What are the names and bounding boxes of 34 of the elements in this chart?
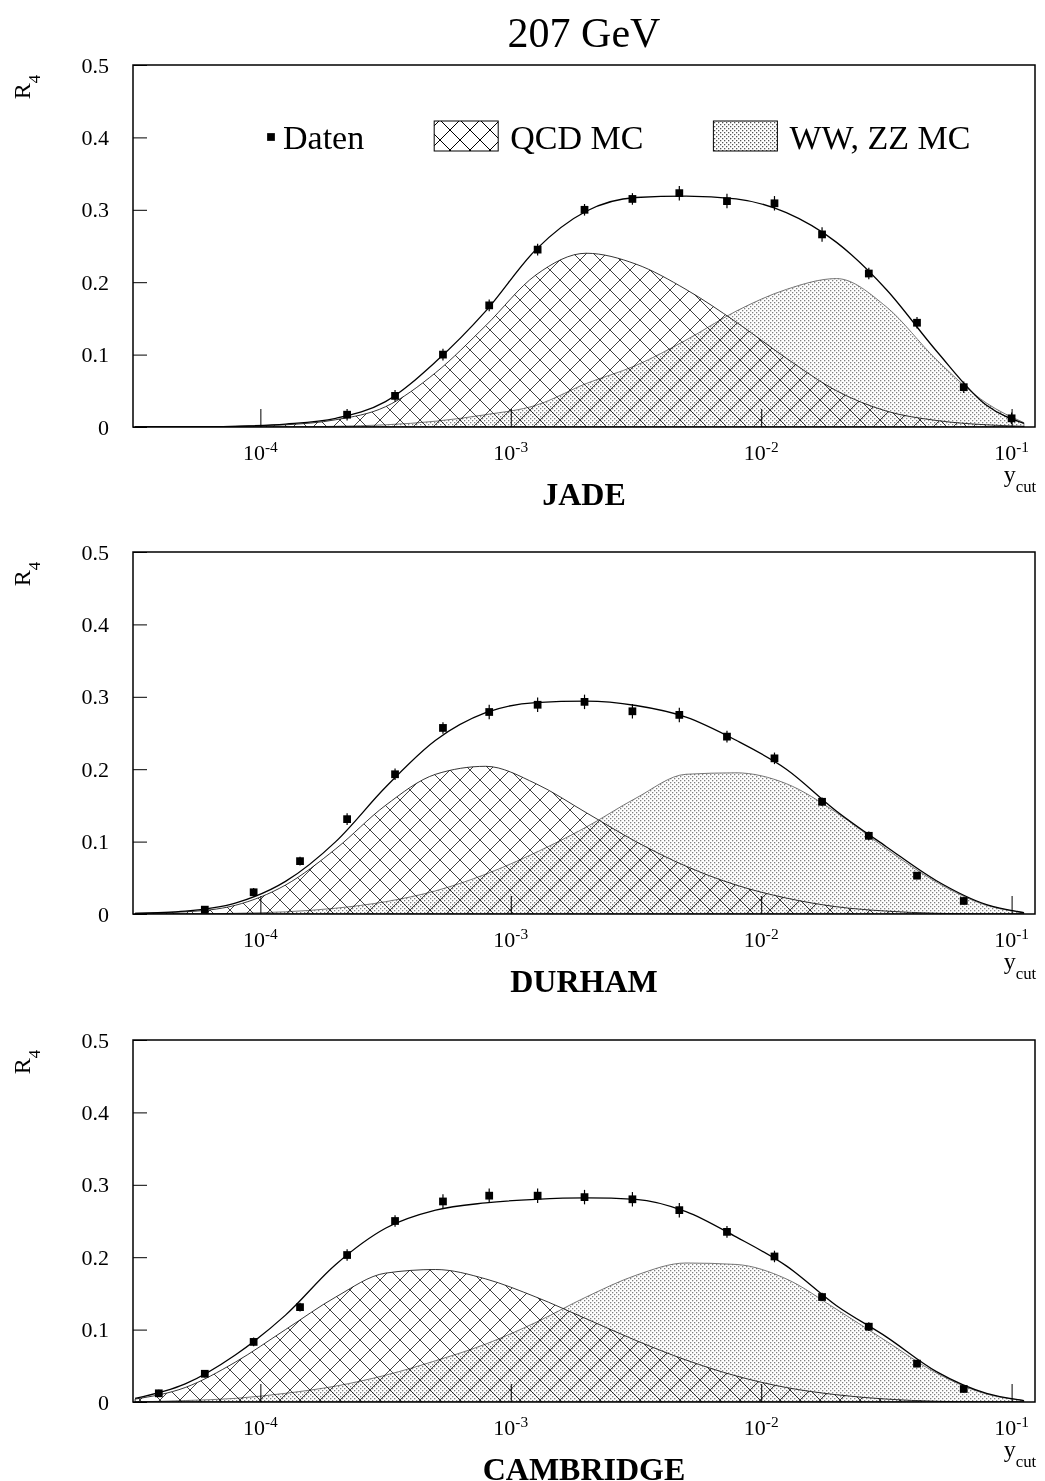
y-tick-label: 0 (98, 901, 109, 927)
y-tick-label: 0.3 (81, 1172, 109, 1198)
x-tick-label: 10$^{-3}$ (493, 437, 529, 465)
x-tick-label: 10$^{-2}$ (743, 1412, 779, 1440)
text: DURHAM (510, 963, 658, 999)
x-tick-label: 10$^{-4}$ (242, 924, 279, 952)
y-tick-label: 0.5 (81, 1027, 109, 1053)
x-tick-label: 10$^{-3}$ (493, 924, 529, 952)
x-tick-label: 10$^{-2}$ (743, 437, 779, 465)
legend-label: WW, ZZ MC (789, 119, 971, 156)
x-tick-label: 10$^{-4}$ (242, 437, 279, 465)
text: JADE (542, 476, 626, 512)
x-tick-label: 10$^{-4}$ (242, 1412, 279, 1440)
x-tick-label: 10$^{-3}$ (493, 1412, 529, 1440)
y-tick-label: 0.1 (81, 829, 109, 855)
legend-label: QCD MC (510, 119, 644, 156)
y-tick-label: 0.1 (81, 1317, 109, 1343)
y-tick-label: 0.3 (81, 684, 109, 710)
y-tick-label: 0.1 (81, 342, 109, 368)
y-tick-label: 0.2 (81, 1244, 109, 1270)
y-tick-label: 0.4 (81, 124, 109, 150)
chart-title: 207 GeV (507, 10, 661, 56)
legend-label: Daten (283, 119, 365, 156)
y-tick-label: 0.2 (81, 756, 109, 782)
y-tick-label: 0.4 (81, 611, 109, 637)
text: CAMBRIDGE (482, 1451, 686, 1481)
y-tick-label: 0 (98, 1389, 109, 1415)
y-tick-label: 0.3 (81, 197, 109, 223)
y-tick-label: 0.2 (81, 269, 109, 295)
x-tick-label: 10$^{-2}$ (743, 924, 779, 952)
y-tick-label: 0.5 (81, 539, 109, 565)
y-tick-label: 0 (98, 414, 109, 440)
y-tick-label: 0.4 (81, 1099, 109, 1125)
y-tick-label: 0.5 (81, 52, 109, 78)
